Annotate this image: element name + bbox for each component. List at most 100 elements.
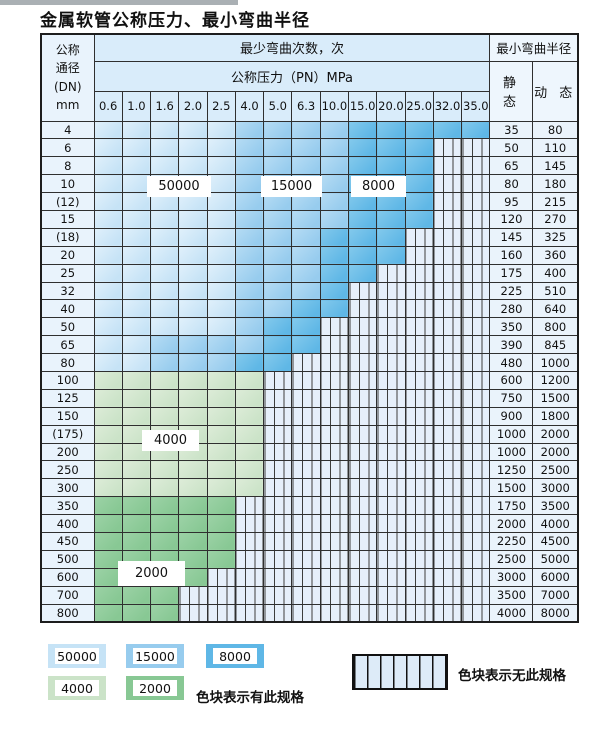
spec-cell-no-spec — [404, 549, 434, 569]
spec-cell-no-spec — [348, 335, 378, 355]
spec-cell-15000 — [178, 335, 208, 355]
spec-cell-no-spec — [461, 567, 491, 587]
spec-cell-no-spec — [376, 478, 406, 498]
spec-cell-2000 — [121, 496, 152, 516]
spec-cell-4000 — [93, 460, 123, 480]
spec-cell-no-spec — [432, 531, 463, 551]
dn-value: 700 — [40, 585, 95, 605]
spec-cell-no-spec — [461, 370, 491, 390]
dn-value: 25 — [40, 263, 95, 283]
legend-swatch-2000: 2000 — [126, 676, 184, 700]
spec-cell-no-spec — [319, 424, 350, 444]
spec-cell-4000 — [178, 388, 208, 408]
spec-cell-no-spec — [263, 603, 293, 623]
legend-swatch-value: 8000 — [213, 648, 257, 664]
table-row-dn-200: 200 1000 2000 — [40, 442, 579, 462]
pressure-tick: 2.0 — [178, 90, 208, 122]
spec-cell-no-spec — [432, 388, 463, 408]
dn-value: 100 — [40, 370, 95, 390]
spec-cell-no-spec — [432, 514, 463, 533]
spec-cell-no-spec — [404, 442, 434, 462]
legend-hatch-swatch — [352, 654, 448, 690]
dynamic-radius-value: 800 — [532, 317, 579, 337]
spec-cell-no-spec — [263, 424, 293, 444]
dn-header-line: mm — [56, 98, 80, 113]
table-row-dn-40: 40 280 640 — [40, 299, 579, 319]
spec-cell-no-spec — [461, 335, 491, 355]
spec-cell-no-spec — [432, 353, 463, 372]
spec-cell-no-spec — [432, 549, 463, 569]
spec-cell-50000 — [206, 138, 236, 158]
spec-cell-50000 — [206, 192, 236, 211]
spec-cell-no-spec — [432, 335, 463, 355]
spec-cell-15000 — [234, 209, 265, 229]
spec-cell-4000 — [121, 478, 152, 498]
spec-cell-no-spec — [263, 370, 293, 390]
dn-value: 50 — [40, 317, 95, 337]
spec-cell-no-spec — [432, 227, 463, 247]
spec-cell-4000 — [234, 460, 265, 480]
spec-cell-no-spec — [348, 549, 378, 569]
spec-cell-15000 — [263, 281, 293, 301]
pressure-tick: 6.3 — [291, 90, 321, 122]
spec-cell-no-spec — [178, 603, 208, 623]
table-row-dn-8: 8 65 145 — [40, 156, 579, 176]
pressure-tick: 15.0 — [348, 90, 378, 122]
dynamic-radius-value: 4000 — [532, 514, 579, 533]
pressure-tick: 0.6 — [93, 90, 123, 122]
spec-cell-no-spec — [348, 531, 378, 551]
spec-cell-no-spec — [291, 531, 321, 551]
spec-cell-4000 — [93, 424, 123, 444]
dn-value: 80 — [40, 353, 95, 372]
dn-value: 125 — [40, 388, 95, 408]
spec-cell-no-spec — [404, 424, 434, 444]
dn-value: 15 — [40, 209, 95, 229]
spec-cell-no-spec — [263, 531, 293, 551]
spec-cell-no-spec — [348, 299, 378, 319]
dn-header-line: (DN) — [53, 79, 82, 94]
spec-cell-no-spec — [376, 531, 406, 551]
spec-cell-4000 — [93, 370, 123, 390]
spec-cell-4000 — [150, 388, 180, 408]
spec-cell-8000 — [404, 138, 434, 158]
dynamic-radius-value: 510 — [532, 281, 579, 301]
spec-cell-15000 — [178, 353, 208, 372]
pressure-tick: 32.0 — [432, 90, 463, 122]
spec-cell-no-spec — [348, 442, 378, 462]
spec-cell-no-spec — [263, 496, 293, 516]
spec-cell-50000 — [150, 138, 180, 158]
spec-cell-no-spec — [432, 317, 463, 337]
dynamic-radius-value: 2000 — [532, 442, 579, 462]
spec-cell-no-spec — [461, 174, 491, 194]
table-row-dn-250: 250 1250 2500 — [40, 460, 579, 480]
spec-cell-no-spec — [461, 138, 491, 158]
static-radius-value: 65 — [489, 156, 534, 176]
dn-value: 300 — [40, 478, 95, 498]
dn-value: 6 — [40, 138, 95, 158]
spec-cell-no-spec — [461, 299, 491, 319]
spec-cell-50000 — [150, 120, 180, 140]
spec-cell-2000 — [178, 496, 208, 516]
dn-value: 65 — [40, 335, 95, 355]
static-radius-value: 4000 — [489, 603, 534, 623]
spec-cell-2000 — [150, 603, 180, 623]
spec-cell-no-spec — [319, 388, 350, 408]
spec-cell-4000 — [206, 406, 236, 426]
spec-cell-8000 — [404, 156, 434, 176]
spec-cell-8000 — [348, 263, 378, 283]
spec-cell-15000 — [234, 245, 265, 265]
spec-cell-no-spec — [461, 478, 491, 498]
spec-cell-no-spec — [461, 353, 491, 372]
dynamic-radius-value: 270 — [532, 209, 579, 229]
spec-cell-no-spec — [319, 335, 350, 355]
spec-cell-no-spec — [234, 567, 265, 587]
spec-cell-no-spec — [461, 406, 491, 426]
page-title: 金属软管公称压力、最小弯曲半径 — [40, 11, 310, 31]
table-row-dn-80: 80 480 1000 — [40, 353, 579, 372]
pressure-tick: 2.5 — [206, 90, 236, 122]
spec-cell-no-spec — [319, 567, 350, 587]
spec-cell-15000 — [291, 120, 321, 140]
spec-cell-15000 — [263, 138, 293, 158]
scan-artifact — [0, 0, 238, 5]
spec-cell-no-spec — [291, 603, 321, 623]
